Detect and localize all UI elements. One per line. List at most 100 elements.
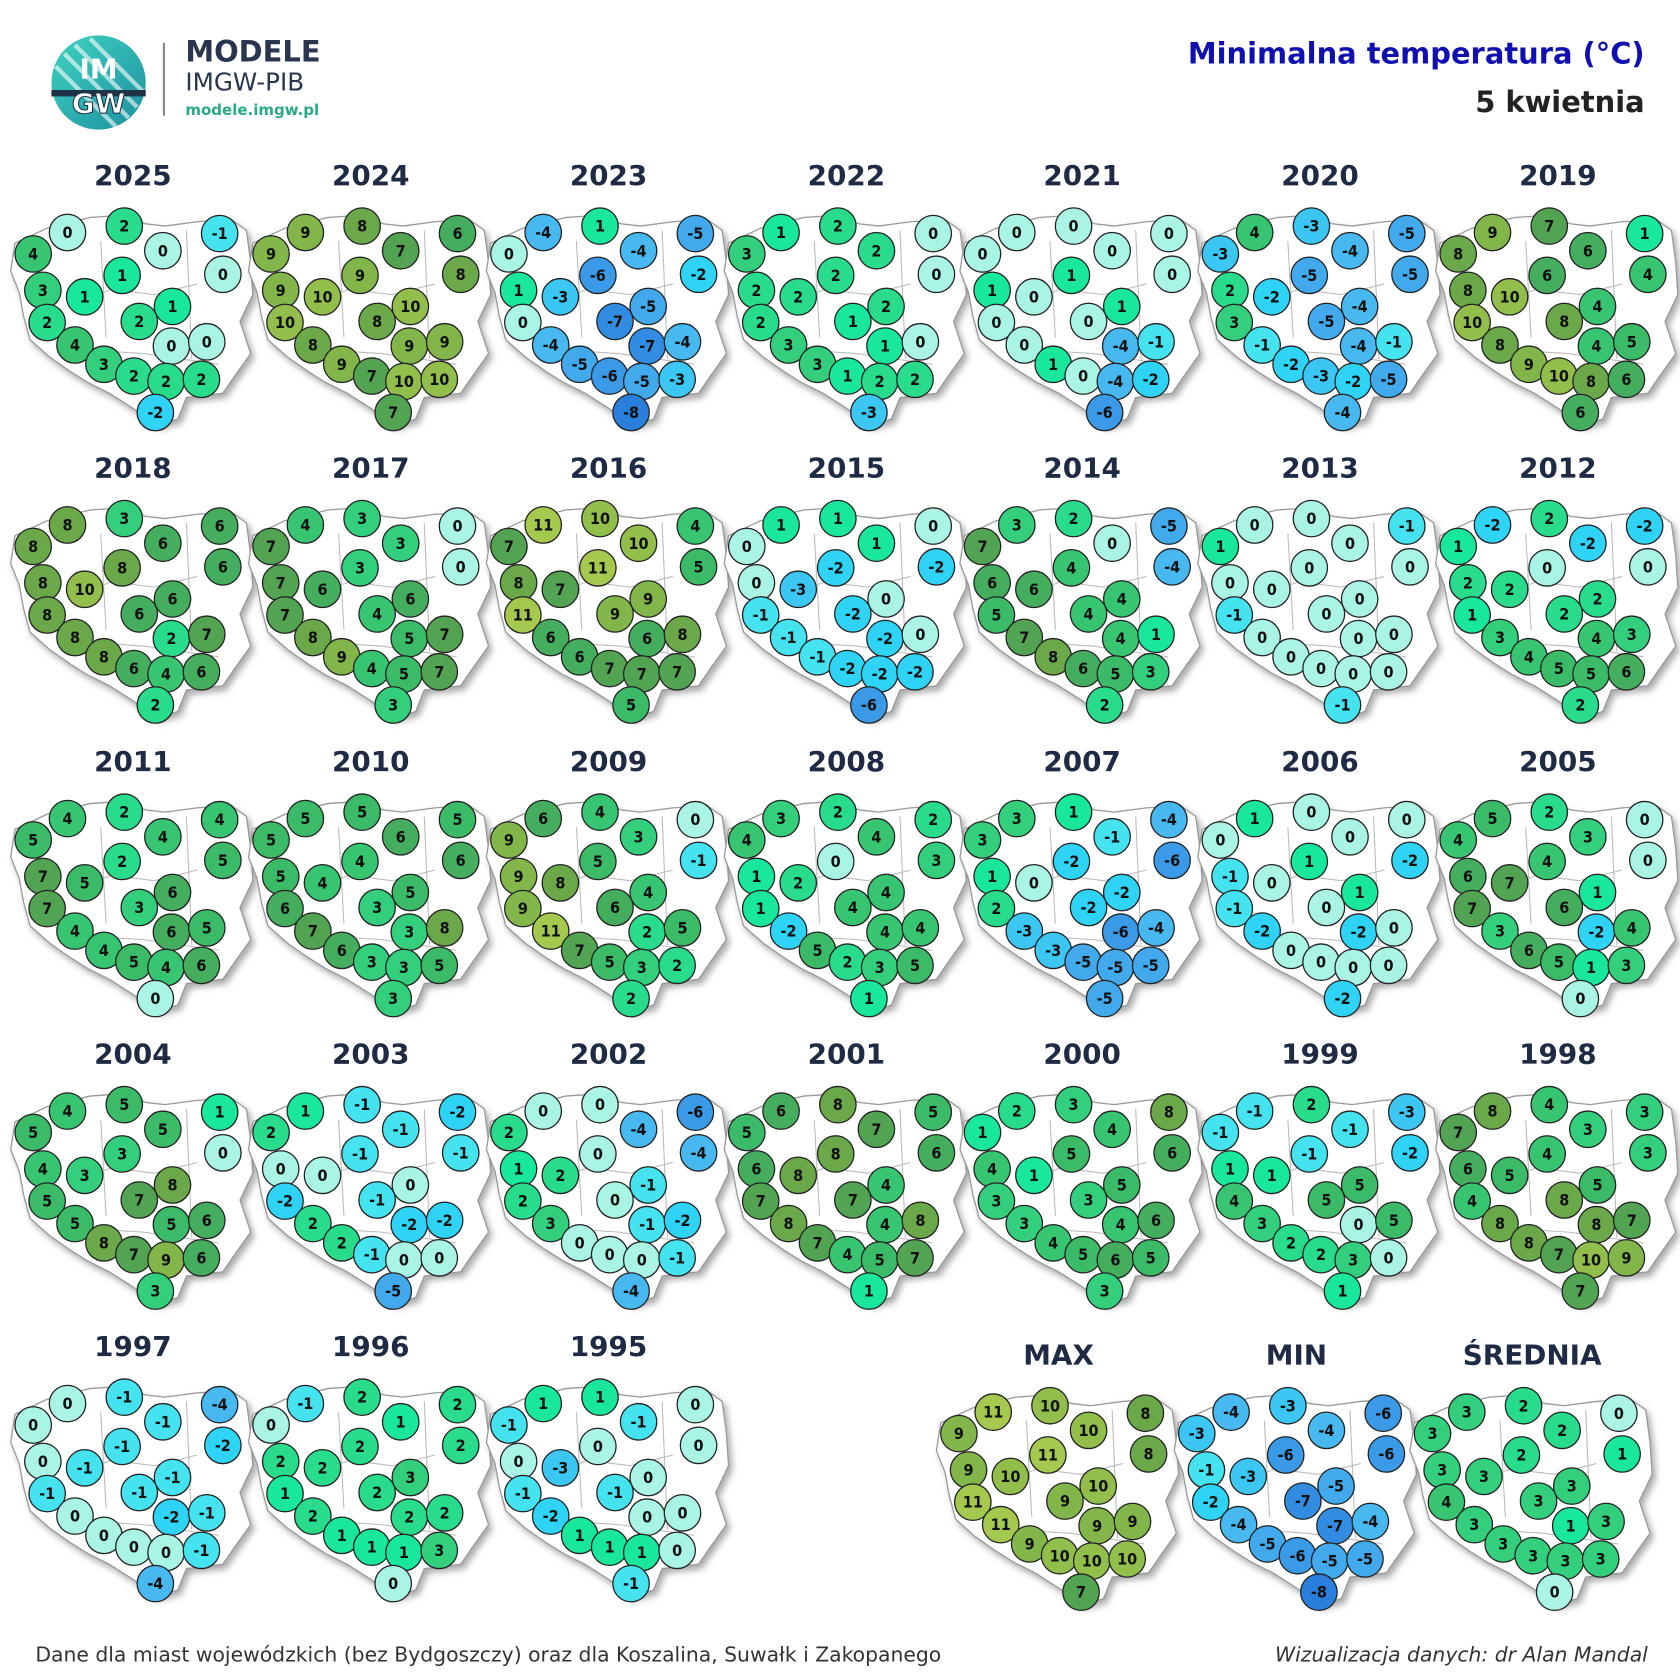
station-marker <box>1177 1414 1216 1453</box>
station-value: -1 <box>212 224 228 243</box>
station-value: -3 <box>1045 941 1061 960</box>
station-marker <box>1137 615 1175 654</box>
station-value: 4 <box>300 516 310 535</box>
station-marker <box>1201 821 1240 859</box>
station-value: -3 <box>552 1458 568 1477</box>
station-marker <box>658 1531 696 1570</box>
station-value: 0 <box>70 1507 80 1526</box>
station-value: -3 <box>1016 922 1032 941</box>
station-value: 7 <box>575 941 585 960</box>
station-marker <box>833 1181 872 1219</box>
station-value: 5 <box>1586 665 1596 684</box>
station-value: 0 <box>1267 580 1277 599</box>
station-value: -6 <box>602 367 618 386</box>
station-value: -3 <box>790 580 806 599</box>
station-value: 3 <box>784 336 794 355</box>
station-marker <box>103 256 141 295</box>
station-marker <box>1465 1457 1503 1496</box>
station-value: 6 <box>452 224 462 243</box>
station-value: 9 <box>518 899 528 918</box>
station-marker <box>1235 1092 1274 1130</box>
station-value: 1 <box>977 1123 987 1142</box>
station-value: 8 <box>833 1095 843 1114</box>
station-marker <box>541 863 580 902</box>
station-value: 7 <box>605 659 615 678</box>
station-marker <box>144 231 182 270</box>
station-marker <box>1113 1502 1152 1541</box>
station-value: 8 <box>555 873 565 892</box>
station-value: 7 <box>848 1191 858 1210</box>
station-marker <box>963 821 1002 859</box>
station-value: -1 <box>1334 696 1350 715</box>
station-value: 3 <box>1583 1120 1593 1139</box>
station-value: 11 <box>991 1515 1011 1534</box>
station-value: -5 <box>687 224 703 243</box>
station-marker <box>1331 817 1369 856</box>
station-value: 10 <box>1549 367 1569 386</box>
station-value: 3 <box>1437 1461 1447 1480</box>
station-value: 0 <box>38 1452 48 1471</box>
station-marker <box>153 873 192 912</box>
station-value: 3 <box>1084 1191 1094 1210</box>
station-marker <box>779 570 818 609</box>
station-marker <box>1069 1411 1108 1450</box>
station-value: 5 <box>399 665 409 684</box>
station-value: 0 <box>518 313 528 332</box>
station-value: -1 <box>364 1245 380 1264</box>
station-value: 8 <box>1048 647 1058 666</box>
station-marker <box>818 499 857 538</box>
station-value: -2 <box>1334 989 1350 1008</box>
panel-title: 2004 <box>94 1037 172 1070</box>
station-value: 1 <box>399 1543 409 1562</box>
station-value: 5 <box>1554 659 1564 678</box>
station-marker <box>200 1093 239 1131</box>
station-marker <box>658 946 696 985</box>
station-marker <box>901 322 940 361</box>
station-value: 3 <box>1627 625 1637 644</box>
station-value: -6 <box>1097 403 1113 422</box>
station-marker <box>524 213 563 252</box>
station-value: 3 <box>1560 1552 1570 1571</box>
station-value: 7 <box>388 403 398 422</box>
station-marker <box>619 817 658 856</box>
station-marker <box>105 207 144 245</box>
station-marker <box>1290 842 1329 881</box>
station-value: 4 <box>1250 223 1260 242</box>
station-value: 1 <box>514 281 524 300</box>
station-marker <box>1569 817 1607 856</box>
station-marker <box>1340 873 1379 912</box>
station-value: 7 <box>38 867 48 886</box>
station-marker <box>779 1156 818 1195</box>
station-value: 4 <box>1544 1095 1554 1114</box>
station-value: 0 <box>1304 558 1314 577</box>
station-value: 6 <box>202 1211 212 1230</box>
station-value: -5 <box>1097 989 1113 1008</box>
station-value: 6 <box>1621 662 1631 681</box>
station-marker <box>252 1406 290 1444</box>
station-value: -1 <box>607 1483 623 1502</box>
station-marker <box>153 580 192 618</box>
station-value: -1 <box>1222 867 1238 886</box>
station-marker <box>1005 1204 1044 1243</box>
station-marker <box>867 287 905 326</box>
station-value: -4 <box>674 332 690 351</box>
station-value: 9 <box>161 1251 171 1270</box>
station-marker <box>896 360 934 399</box>
station-marker <box>1587 1502 1625 1541</box>
station-marker <box>182 1239 221 1277</box>
station-value: 5 <box>677 918 687 937</box>
station-value: 2 <box>875 372 885 391</box>
station-marker <box>187 908 226 947</box>
region-borders <box>57 522 219 658</box>
station-marker <box>1528 256 1566 295</box>
station-value: 2 <box>1012 1102 1022 1121</box>
station-value: -5 <box>572 355 588 374</box>
station-value: 6 <box>1524 941 1534 960</box>
station-value: -2 <box>828 558 844 577</box>
station-value: -2 <box>1081 898 1097 917</box>
station-value: 2 <box>1516 1446 1526 1465</box>
